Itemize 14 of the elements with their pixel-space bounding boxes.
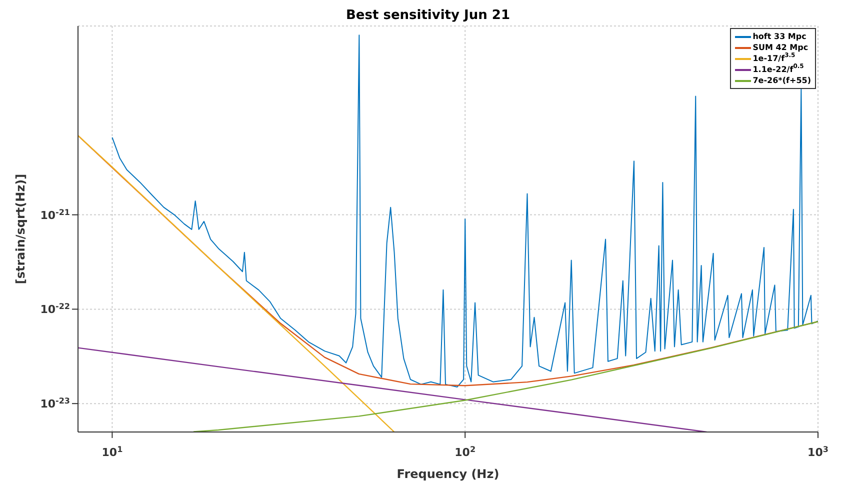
y-axis-title: [strain/sqrt(Hz)] (13, 174, 28, 284)
x-tick-label: 10$^{3}$ (808, 444, 828, 459)
y-tick-label: 10$^{-21}$ (40, 207, 70, 222)
chart-title: Best sensitivity Jun 21 (345, 8, 511, 23)
x-tick-label: 10$^{1}$ (102, 444, 124, 459)
y-tick-label: 10$^{-23}$ (40, 396, 70, 411)
x-tick-label: 10$^{2}$ (454, 444, 476, 459)
legend-label: 7e-26*(f+55) (752, 75, 811, 86)
legend-label: SUM 42 Mpc (752, 42, 808, 52)
x-axis-title: Frequency (Hz) (396, 467, 500, 481)
legend-label: hoft 33 Mpc (752, 31, 806, 42)
legend-label: 1.1e-22/f$^{0.5}$ (752, 63, 804, 75)
legend-label: 1e-17/f$^{3.5}$ (752, 52, 796, 64)
y-tick-label: 10$^{-22}$ (40, 302, 70, 316)
